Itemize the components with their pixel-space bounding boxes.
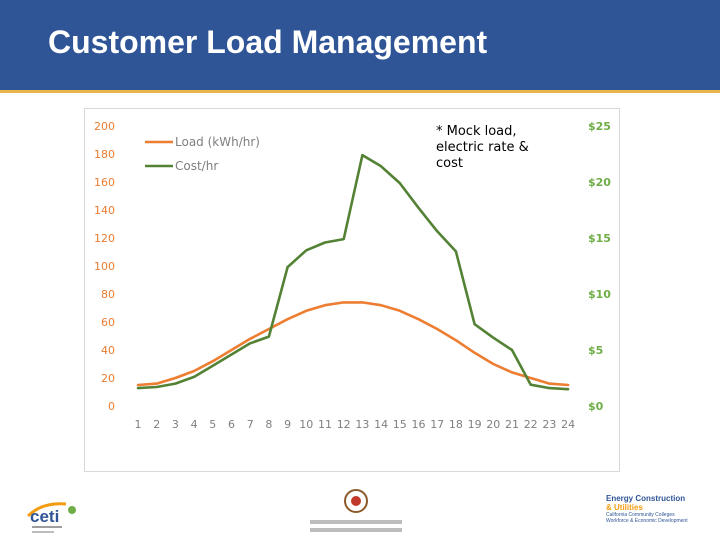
- legend-label: Cost/hr: [175, 159, 218, 173]
- left-axis-ticks: 0 20 40 60 80 100 120 140 160 180 200: [94, 120, 115, 413]
- left-axis-tick-label: 60: [101, 316, 115, 329]
- load-series-line: [136, 301, 570, 387]
- x-axis-tick-label: 23: [542, 418, 556, 431]
- left-axis-tick-label: 180: [94, 148, 115, 161]
- x-axis-tick-label: 15: [393, 418, 407, 431]
- x-axis-tick-label: 14: [374, 418, 388, 431]
- x-axis-tick-label: 19: [468, 418, 482, 431]
- logo-line: Energy Construction: [606, 494, 686, 503]
- note-line: * Mock load,: [436, 124, 517, 139]
- chart-legend: Load (kWh/hr) Cost/hr: [145, 135, 260, 173]
- x-axis-tick-label: 12: [337, 418, 351, 431]
- x-axis-tick-label: 18: [449, 418, 463, 431]
- chart-panel: Load (kWh/hr) Cost/hr 0 20 40 60 80 100 120 140 1…: [84, 108, 620, 472]
- right-axis-tick-label: $0: [588, 400, 604, 413]
- x-axis-tick-label: 11: [318, 418, 332, 431]
- left-axis-tick-label: 160: [94, 176, 115, 189]
- x-axis-tick-label: 16: [412, 418, 426, 431]
- header-divider: [0, 90, 720, 93]
- x-axis-tick-label: 24: [561, 418, 575, 431]
- left-axis-tick-label: 100: [94, 260, 115, 273]
- right-axis-tick-label: $5: [588, 344, 603, 357]
- logo-line: Workforce & Economic Development: [606, 518, 688, 524]
- right-axis-tick-label: $25: [588, 120, 611, 133]
- x-axis-tick-label: 10: [299, 418, 313, 431]
- left-axis-tick-label: 40: [101, 344, 115, 357]
- right-axis-tick-label: $10: [588, 288, 611, 301]
- ceti-logo: ceti: [22, 494, 82, 536]
- x-axis-tick-label: 13: [355, 418, 369, 431]
- left-axis-tick-label: 200: [94, 120, 115, 133]
- note-line: electric rate &: [436, 140, 529, 155]
- left-axis-tick-label: 140: [94, 204, 115, 217]
- x-axis-tick-label: 9: [284, 418, 291, 431]
- logo-line: & Utilities: [606, 503, 643, 512]
- left-axis-tick-label: 80: [101, 288, 115, 301]
- x-axis-tick-label: 8: [265, 418, 272, 431]
- chart-annotation: * Mock load, electric rate & cost: [436, 124, 576, 172]
- left-axis-tick-label: 20: [101, 372, 115, 385]
- x-axis-tick-label: 20: [486, 418, 500, 431]
- svg-text:ceti: ceti: [30, 507, 59, 526]
- x-axis-tick-label: 17: [430, 418, 444, 431]
- x-axis-tick-label: 4: [191, 418, 198, 431]
- x-axis-tick-label: 3: [172, 418, 179, 431]
- series-lines: [136, 153, 570, 391]
- x-axis-tick-label: 7: [247, 418, 254, 431]
- line-chart: Load (kWh/hr)Cost/hr 0204060801001201401…: [94, 120, 611, 431]
- x-axis-ticks: 1 2 3 4 5 6 7 8 9 10 11 12 13 14 15 16 17 18 19 20 21 22 23 24: [135, 418, 576, 431]
- x-axis-tick-label: 6: [228, 418, 235, 431]
- slide-title: Customer Load Management: [48, 24, 488, 60]
- logo-line: California Community Colleges: [606, 512, 675, 518]
- energy-construction-logo: Energy Construction & Utilities Californ…: [606, 494, 716, 534]
- right-axis-tick-label: $15: [588, 232, 611, 245]
- legend-label: Load (kWh/hr): [175, 135, 260, 149]
- right-axis-ticks: $0 $5 $10 $15 $20 $25: [588, 120, 611, 413]
- x-axis-tick-label: 1: [135, 418, 142, 431]
- cost-series-line: [136, 153, 570, 391]
- x-axis-tick-label: 22: [524, 418, 538, 431]
- center-seal-logo: [306, 486, 410, 538]
- title-bar: Customer Load Management: [0, 0, 720, 90]
- note-line: cost: [436, 156, 463, 171]
- x-axis-tick-label: 2: [153, 418, 160, 431]
- left-axis-tick-label: 120: [94, 232, 115, 245]
- x-axis-tick-label: 21: [505, 418, 519, 431]
- left-axis-tick-label: 0: [108, 400, 115, 413]
- x-axis-tick-label: 5: [209, 418, 216, 431]
- right-axis-tick-label: $20: [588, 176, 611, 189]
